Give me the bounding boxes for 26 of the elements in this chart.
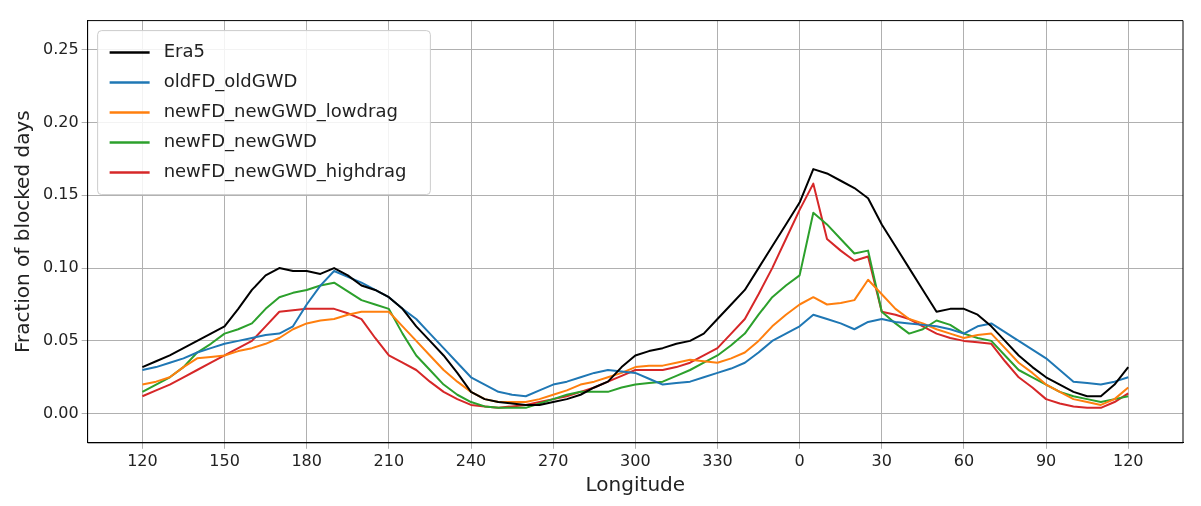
legend-label: newFD_newGWD [163,130,317,153]
x-tick-label: 30 [871,450,892,470]
x-tick-label: 300 [620,450,651,470]
x-axis-title: Longitude [585,472,686,497]
x-tick-label: 240 [455,450,487,470]
x-tick-label: 120 [1112,450,1144,470]
legend-label: Era5 [163,40,205,62]
x-tick-label: 330 [702,450,733,470]
x-tick-label: 270 [537,450,569,470]
y-tick-label: 0.15 [43,184,79,204]
x-tick-label: 150 [209,450,240,470]
legend-label: newFD_newGWD_lowdrag [163,100,398,123]
y-axis-title: Fraction of blocked days [10,110,35,354]
y-tick-label: 0.20 [43,111,79,131]
x-tick-label: 120 [127,450,158,470]
legend-label: oldFD_oldGWD [163,70,298,93]
y-tick-label: 0.10 [43,257,79,277]
x-tick-label: 210 [373,450,405,470]
y-tick-label: 0.00 [43,402,79,422]
y-tick-label: 0.25 [43,38,79,58]
x-tick-label: 180 [291,450,322,470]
y-tick-label: 0.05 [43,330,79,350]
x-tick-label: 60 [953,450,975,470]
x-tick-label: 0 [794,450,805,470]
x-tick-label: 90 [1035,450,1057,470]
legend-label: newFD_newGWD_highdrag [163,160,407,183]
